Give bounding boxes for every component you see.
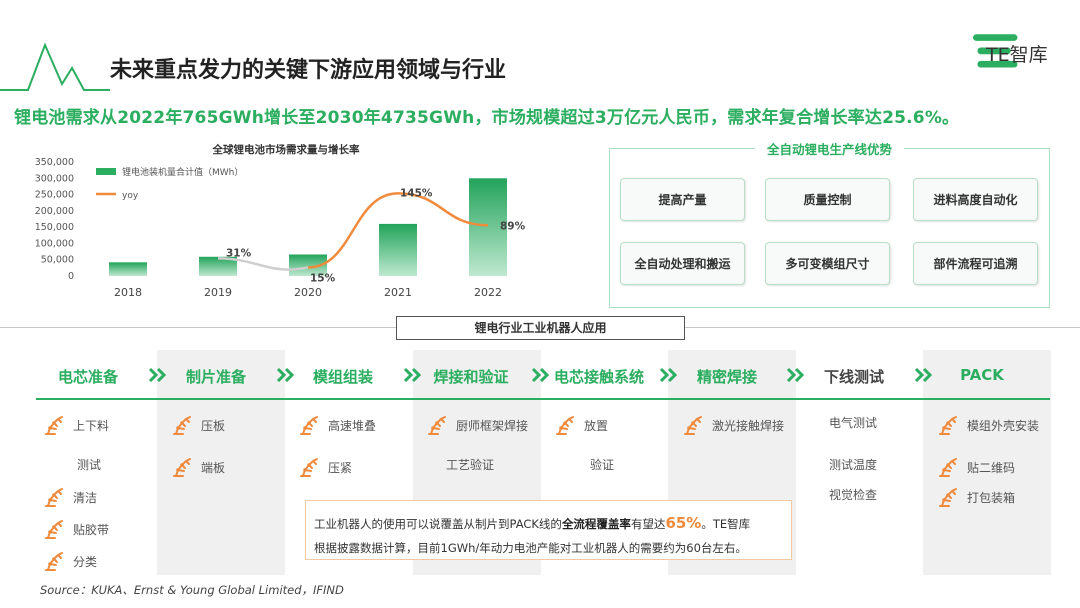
- stage-item: 模组外壳安装: [937, 414, 1039, 436]
- stage-label: 电芯接触系统: [553, 368, 644, 386]
- advantage-box: 多可变模组尺寸: [765, 242, 890, 285]
- robot-arm-icon: [939, 416, 957, 435]
- robot-arm-icon: [45, 488, 63, 507]
- column-background: [157, 350, 285, 575]
- stage-item: 贴胶带: [43, 518, 109, 540]
- stage-item: 端板: [171, 456, 225, 478]
- logo-text: TE智库: [986, 44, 1048, 66]
- stage-label: 下线测试: [823, 368, 884, 386]
- y-tick-label: 50,000: [41, 255, 74, 266]
- stage-label: 模组组装: [312, 368, 373, 386]
- stage-item: 激光接触焊接: [682, 414, 784, 436]
- robot-arm-icon: [428, 416, 446, 435]
- yoy-data-label: 89%: [500, 220, 526, 232]
- stage-item: 压紧: [298, 456, 352, 478]
- bar: [379, 223, 417, 276]
- yoy-data-label: 145%: [400, 187, 433, 199]
- stage-item: 厨师框架焊接: [426, 414, 528, 436]
- robot-arm-icon: [300, 416, 318, 435]
- note-box: 工业机器人的使用可以说覆盖从制片到PACK线的全流程覆盖率有望达65%。TE智库…: [305, 500, 792, 560]
- stage-label: 电芯准备: [57, 368, 118, 386]
- bar: [289, 254, 327, 276]
- robot-arm-icon: [45, 552, 63, 571]
- advantages-title: 全自动锂电生产线优势: [609, 139, 1050, 158]
- stage-item: 贴二维码: [937, 456, 1015, 478]
- robot-arm-icon: [173, 458, 191, 477]
- y-tick-label: 250,000: [35, 190, 74, 201]
- bar: [109, 262, 147, 276]
- note-line-2: 根据披露数据计算，目前1GWh/年动力电池产能对工业机器人的需要约为60台左右。: [314, 541, 747, 555]
- robot-arm-icon: [939, 458, 957, 477]
- note-line-1: 工业机器人的使用可以说覆盖从制片到PACK线的全流程覆盖率有望达65%。TE智库: [314, 514, 751, 532]
- stage-item: 分类: [43, 550, 97, 572]
- stage-item: 测试温度: [829, 458, 878, 472]
- market-chart: 全球锂电池市场需求量与增长率 350,000 300,000 250,000 200,…: [35, 143, 526, 299]
- x-tick-label: 2019: [204, 286, 232, 299]
- y-tick-label: 100,000: [35, 238, 74, 249]
- stage-label: 制片准备: [185, 368, 246, 386]
- y-tick-label: 0: [68, 271, 74, 282]
- stage-item: 验证: [590, 458, 615, 472]
- chevron-right-icon: [531, 367, 555, 387]
- robot-section-label: 锂电行业工业机器人应用: [396, 316, 685, 340]
- chevron-right-icon: [914, 367, 938, 387]
- stage-item: 电气测试: [829, 416, 878, 430]
- headline: 锂电池需求从2022年765GWh增长至2030年4735GWh，市场规模超过3…: [14, 108, 960, 128]
- legend-bar-label: 锂电池装机量合计值（MWh）: [122, 166, 243, 178]
- advantage-box: 进料高度自动化: [913, 178, 1038, 221]
- x-tick-label: 2020: [294, 286, 322, 299]
- stage-item: 打包装箱: [937, 486, 1015, 508]
- advantage-box: 全自动处理和搬运: [620, 242, 745, 285]
- stage-label: PACK: [960, 366, 1004, 384]
- chart-title: 全球锂电池市场需求量与增长率: [212, 143, 360, 156]
- bar: [469, 178, 507, 276]
- robot-arm-icon: [45, 416, 63, 435]
- y-tick-label: 150,000: [35, 222, 74, 233]
- chevron-right-icon: [403, 367, 427, 387]
- yoy-data-label: 15%: [310, 272, 336, 284]
- stage-item: 高速堆叠: [298, 414, 376, 436]
- stage-item: 压板: [171, 414, 225, 436]
- yoy-data-label: 31%: [226, 247, 252, 259]
- source-text: Source：KUKA、Ernst & Young Global Limited…: [40, 583, 344, 597]
- robot-arm-icon: [939, 488, 957, 507]
- te-logo-icon: [973, 34, 1018, 68]
- advantage-box: 质量控制: [765, 178, 890, 221]
- x-tick-label: 2021: [384, 286, 412, 299]
- column-background: [923, 350, 1051, 575]
- robot-arm-icon: [684, 416, 702, 435]
- advantage-box: 提高产量: [620, 178, 745, 221]
- x-tick-label: 2018: [114, 286, 142, 299]
- chevron-right-icon: [659, 367, 683, 387]
- page-title: 未来重点发力的关键下游应用领域与行业: [110, 58, 507, 83]
- y-tick-label: 350,000: [35, 157, 74, 168]
- chevron-right-icon: [148, 367, 172, 387]
- stage-label: 精密焊接: [696, 368, 757, 386]
- x-tick-label: 2022: [474, 286, 502, 299]
- stage-item: 放置: [554, 414, 608, 436]
- stage-item: 上下料: [43, 414, 109, 436]
- yoy-line: [307, 192, 489, 269]
- robot-arm-icon: [556, 416, 574, 435]
- robot-arm-icon: [300, 458, 318, 477]
- stage-item: 清洁: [43, 486, 97, 508]
- legend-line-label: yoy: [122, 191, 139, 201]
- y-tick-label: 200,000: [35, 206, 74, 217]
- chevron-right-icon: [786, 367, 810, 387]
- legend-bar-swatch: [96, 168, 116, 175]
- stage-label: 焊接和验证: [433, 368, 509, 386]
- pulse-line-icon: [0, 42, 110, 91]
- bar: [199, 256, 237, 276]
- robot-arm-icon: [45, 520, 63, 539]
- yoy-faint-segment: [217, 257, 309, 271]
- stage-item: 工艺验证: [446, 458, 495, 472]
- robot-arm-icon: [173, 416, 191, 435]
- chevron-right-icon: [276, 367, 300, 387]
- y-tick-label: 300,000: [35, 173, 74, 184]
- stage-underline: [36, 398, 1050, 400]
- advantage-box: 部件流程可追溯: [913, 242, 1038, 285]
- stage-item: 视觉检查: [829, 488, 878, 502]
- stage-item: 测试: [77, 458, 102, 472]
